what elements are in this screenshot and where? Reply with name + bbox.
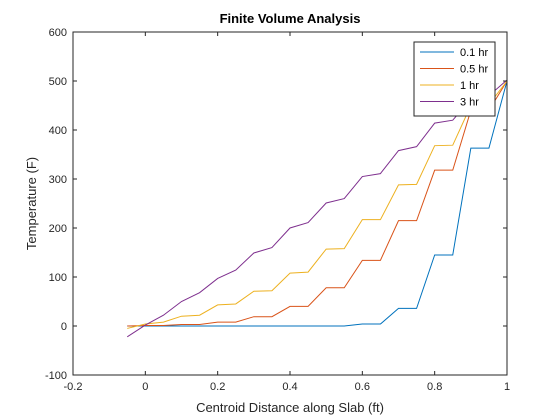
legend-label-1: 0.1 hr [460, 47, 488, 59]
x-tick-label: 0.6 [355, 381, 370, 393]
x-tick-label: -0.2 [64, 381, 83, 393]
legend-label-3: 1 hr [460, 80, 479, 92]
x-axis-label: Centroid Distance along Slab (ft) [196, 400, 384, 415]
legend-label-4: 3 hr [460, 97, 479, 109]
chart-title: Finite Volume Analysis [220, 11, 361, 26]
y-tick-label: 100 [49, 272, 67, 284]
y-tick-label: 300 [49, 174, 67, 186]
x-tick-label: 0 [142, 381, 148, 393]
y-tick-label: 600 [49, 27, 67, 39]
x-tick-label: 1 [504, 381, 510, 393]
y-tick-label: 400 [49, 125, 67, 137]
y-axis-label: Temperature (F) [24, 157, 39, 250]
y-tick-label: 500 [49, 76, 67, 88]
y-tick-label: 200 [49, 223, 67, 235]
y-tick-label: -100 [45, 370, 67, 382]
y-tick-label: 0 [61, 321, 67, 333]
legend: 0.1 hr 0.5 hr 1 hr 3 hr [414, 42, 495, 116]
x-tick-label: 0.4 [282, 381, 297, 393]
legend-label-2: 0.5 hr [460, 64, 488, 76]
x-tick-label: 0.2 [210, 381, 225, 393]
x-tick-label: 0.8 [427, 381, 442, 393]
